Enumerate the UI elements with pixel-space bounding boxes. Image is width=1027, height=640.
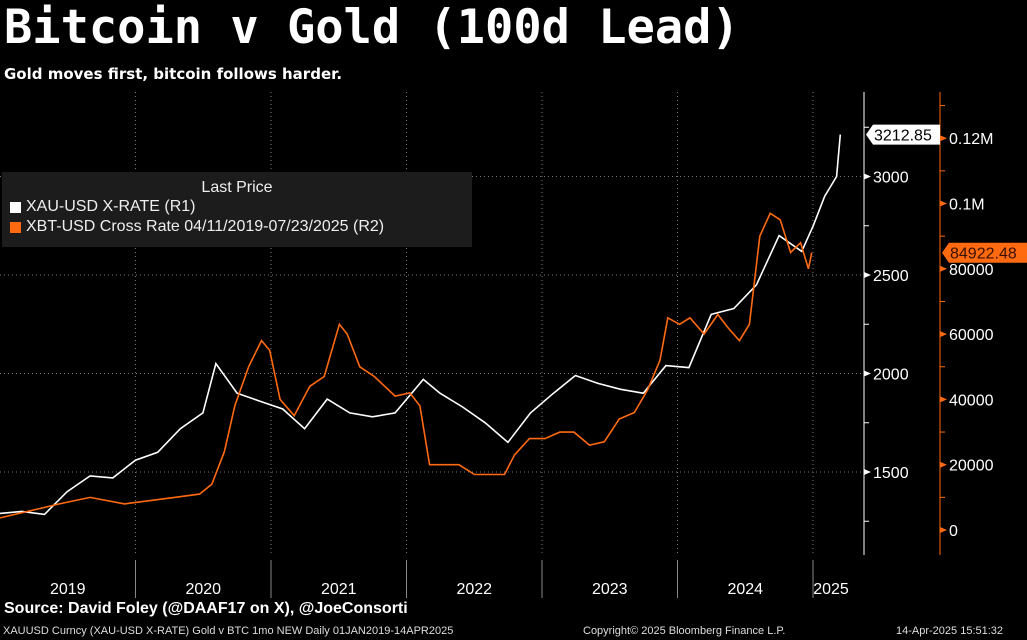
- r2-tick-mark: [940, 527, 947, 533]
- r2-tick-mark: [940, 135, 947, 142]
- x-tick-label: 2022: [456, 581, 492, 598]
- r1-tick-mark: [864, 173, 871, 180]
- last-price-labels: 3212.85 84922.48: [866, 124, 1027, 263]
- series-line-btc: [0, 212, 813, 519]
- r2-tick-mark: [940, 461, 947, 468]
- last-price-tag-gold: [866, 124, 940, 145]
- r1-tick-mark: [864, 272, 871, 278]
- legend-item-gold: XAU-USD X-RATE (R1): [10, 197, 472, 217]
- r1-tick-label: 2500: [873, 268, 909, 285]
- r2-tick-label: 0: [949, 523, 958, 540]
- x-tick-label: 2020: [185, 581, 221, 598]
- r2-tick-label: 60000: [949, 327, 994, 344]
- footer-timestamp: 14-Apr-2025 15:51:32: [896, 625, 1004, 637]
- legend-label-gold: XAU-USD X-RATE (R1): [26, 198, 196, 215]
- r1-tick-label: 2000: [873, 367, 909, 384]
- legend-swatch-btc: [10, 221, 21, 233]
- chart-title: Bitcoin v Gold (100d Lead): [4, 0, 740, 55]
- r2-tick-mark: [940, 331, 947, 338]
- series-line-gold: [0, 134, 842, 516]
- x-tick-label: 2024: [727, 581, 763, 598]
- r2-tick-mark: [940, 396, 947, 403]
- x-tick-label: 2021: [321, 581, 357, 598]
- footer-copyright: Copyright© 2025 Bloomberg Finance L.P.: [583, 625, 786, 637]
- source-note: Source: David Foley (@DAAF17 on X), @Joe…: [4, 600, 408, 617]
- r1-tick-mark: [864, 370, 871, 377]
- last-price-label-gold: 3212.85: [874, 128, 932, 145]
- r2-tick-label: 40000: [949, 392, 994, 409]
- axes: 2019 2020 2021 2022 2023 2024 2025 1500 2000 2500…: [50, 92, 994, 598]
- r2-tick-label: 20000: [949, 458, 994, 475]
- r2-tick-label: 80000: [949, 262, 994, 279]
- legend: Last Price XAU-USD X-RATE (R1) XBT-USD C…: [2, 172, 472, 247]
- legend-header: Last Price: [201, 179, 273, 196]
- r1-tick-label: 3000: [873, 170, 909, 187]
- legend-swatch-gold: [10, 201, 21, 213]
- x-tick-label: 2025: [813, 581, 849, 598]
- grid-lines: [0, 92, 862, 555]
- r2-tick-label: 0.12M: [949, 131, 993, 148]
- footer-left: XAUUSD Curncy (XAU-USD X-RATE) Gold v BT…: [3, 625, 454, 637]
- last-price-label-btc: 84922.48: [950, 246, 1017, 263]
- r1-tick-mark: [864, 469, 871, 475]
- r2-tick-mark: [940, 200, 947, 207]
- x-tick-label: 2023: [592, 581, 628, 598]
- r2-tick-label: 0.1M: [949, 197, 985, 214]
- x-tick-label: 2019: [50, 581, 86, 598]
- chart-subtitle: Gold moves first, bitcoin follows harder…: [4, 65, 343, 83]
- last-price-tag-btc: [942, 242, 1027, 263]
- r2-tick-mark: [940, 265, 947, 272]
- legend-label-btc: XBT-USD Cross Rate 04/11/2019-07/23/2025…: [26, 218, 385, 235]
- r1-tick-label: 1500: [873, 465, 909, 482]
- legend-item-btc: XBT-USD Cross Rate 04/11/2019-07/23/2025…: [10, 217, 472, 237]
